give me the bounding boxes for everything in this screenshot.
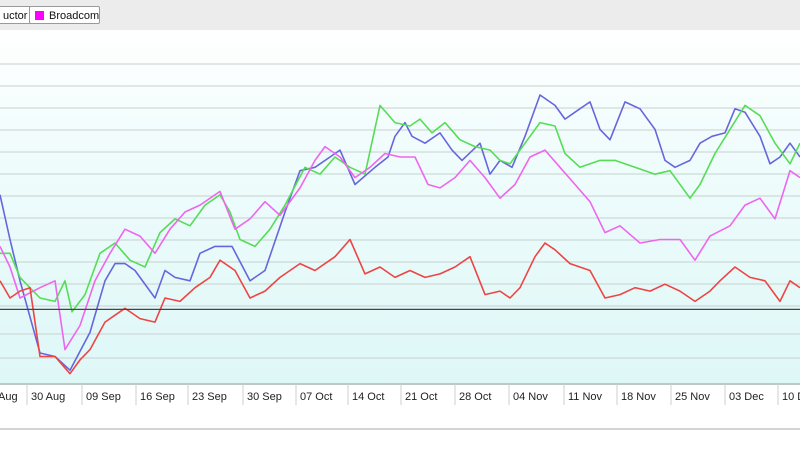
- legend-swatch-broadcom: [35, 11, 44, 20]
- legend-bar: uctor Broadcom: [0, 0, 800, 31]
- x-tick-label: 28 Oct: [459, 391, 491, 403]
- x-tick-label: 14 Oct: [352, 391, 384, 403]
- x-tick-label: 11 Nov: [568, 391, 603, 403]
- x-tick-label: 21 Oct: [405, 391, 437, 403]
- x-tick-label: Aug: [0, 391, 18, 403]
- x-tick-label: 25 Nov: [675, 391, 710, 403]
- x-tick-label: 30 Aug: [31, 391, 65, 403]
- x-tick-label: 04 Nov: [513, 391, 548, 403]
- series-line-4: [0, 238, 800, 375]
- series-line-3: [0, 145, 800, 351]
- x-tick-label: 09 Sep: [86, 391, 121, 403]
- x-tick-label: 10 D: [782, 391, 800, 403]
- plot-background: [0, 30, 800, 385]
- legend-item-1-label: uctor: [3, 10, 28, 22]
- x-tick-label: 16 Sep: [140, 391, 175, 403]
- series-line-1: [0, 94, 800, 372]
- x-tick-label: 18 Nov: [621, 391, 656, 403]
- legend-item-broadcom[interactable]: Broadcom: [29, 6, 100, 24]
- x-tick-label: 07 Oct: [300, 391, 332, 403]
- x-tick-label: 03 Dec: [729, 391, 764, 403]
- series-layer: [0, 94, 800, 375]
- x-tick-label: 23 Sep: [192, 391, 227, 403]
- legend-item-broadcom-label: Broadcom: [49, 10, 100, 22]
- x-axis-ticks: Aug 30 Aug 09 Sep 16 Sep 23 Sep 30 Sep 07 Oct 1…: [0, 384, 800, 405]
- x-tick-label: 30 Sep: [247, 391, 282, 403]
- series-line-2: [0, 104, 800, 313]
